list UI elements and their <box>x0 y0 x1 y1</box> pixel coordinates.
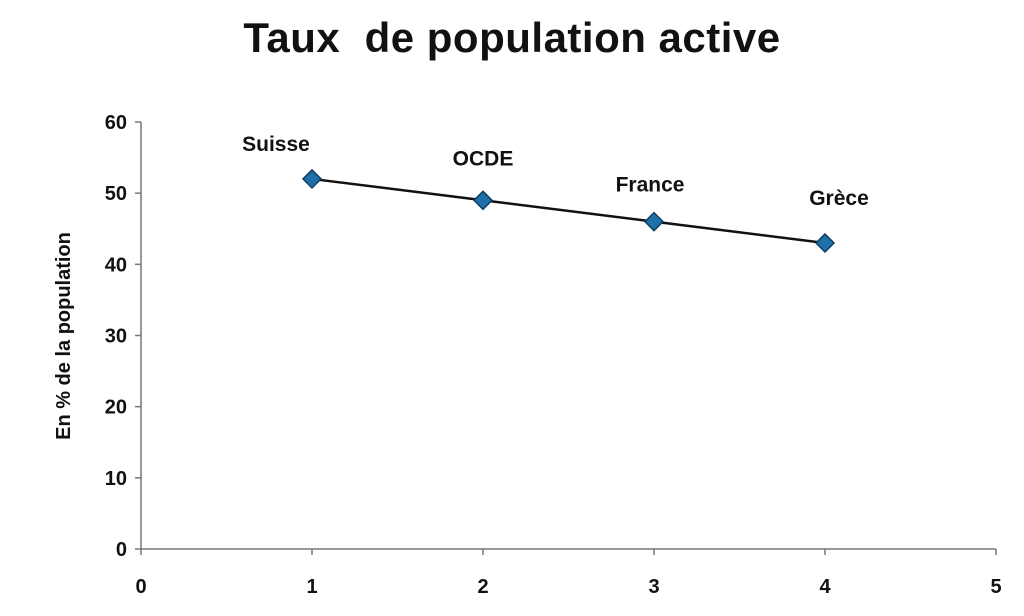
data-series: Suisse OCDE France Grèce <box>242 133 869 254</box>
x-tick-label: 1 <box>306 576 317 598</box>
x-tick-label: 3 <box>648 576 659 598</box>
y-tick-label: 30 <box>105 326 127 348</box>
data-point-marker <box>814 232 836 254</box>
y-tick-label: 0 <box>116 539 127 561</box>
data-point-marker <box>301 168 323 189</box>
x-tick-label: 5 <box>990 576 1001 598</box>
y-tick-label: 20 <box>105 397 127 419</box>
x-tick-label: 0 <box>135 576 146 598</box>
series-line <box>311 177 826 245</box>
data-point-label: Suisse <box>242 133 310 156</box>
y-tick-label: 60 <box>105 112 127 134</box>
y-tick-label: 10 <box>105 468 127 490</box>
data-point-marker <box>472 190 494 211</box>
y-tick-label: 40 <box>105 254 127 276</box>
x-tick-label: 4 <box>819 576 831 598</box>
x-tick-label: 2 <box>477 576 488 598</box>
y-tick-label: 50 <box>105 183 127 205</box>
data-point-label: Grèce <box>809 187 869 210</box>
y-axis: 0 10 20 30 40 50 60 <box>105 112 142 561</box>
data-point-marker <box>643 211 665 232</box>
data-point-label: France <box>616 174 685 197</box>
x-axis: 0 1 2 3 4 5 <box>135 548 1002 598</box>
data-point-label: OCDE <box>453 147 514 170</box>
y-axis-title: En % de la population <box>53 232 75 440</box>
chart-title: Taux de population active <box>243 14 781 61</box>
